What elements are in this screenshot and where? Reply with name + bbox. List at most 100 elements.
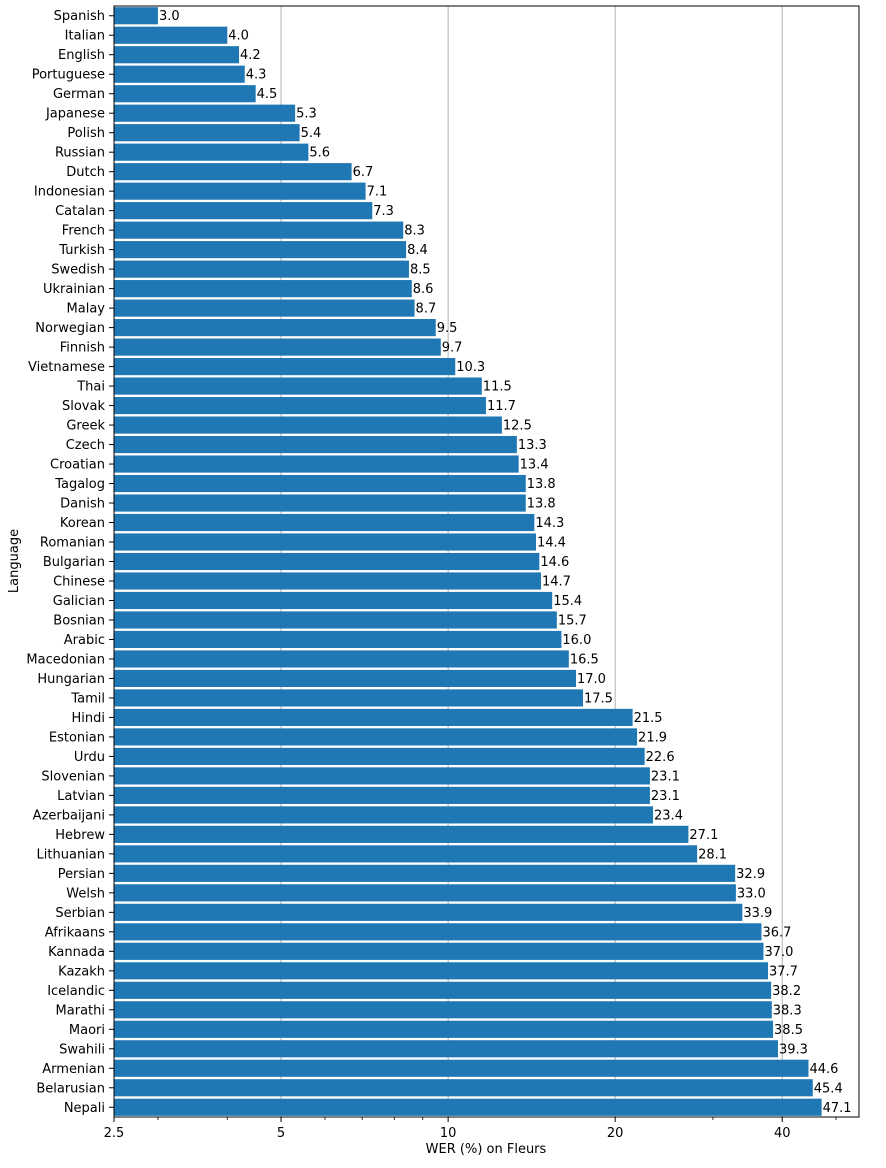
bar-value-label: 8.7 xyxy=(416,302,437,317)
x-tick-label: 2.5 xyxy=(104,1126,125,1141)
y-tick-label: Arabic xyxy=(64,633,105,648)
y-tick-label: Hungarian xyxy=(37,672,105,687)
y-tick-label: Tamil xyxy=(70,691,105,706)
bar-value-label: 21.9 xyxy=(638,730,667,745)
bar-value-label: 8.5 xyxy=(410,263,431,278)
bar xyxy=(114,377,482,395)
bar-value-label: 14.7 xyxy=(542,574,571,589)
y-tick-label: Dutch xyxy=(66,165,105,180)
y-tick-label: Czech xyxy=(66,438,105,453)
bar-value-label: 38.5 xyxy=(774,1023,803,1038)
y-tick-label: Azerbaijani xyxy=(33,808,105,823)
bar-value-label: 8.4 xyxy=(407,243,428,258)
bar-value-label: 32.9 xyxy=(736,867,765,882)
bar xyxy=(114,669,577,688)
y-tick-label: Greek xyxy=(66,419,105,434)
bar xyxy=(114,202,373,220)
y-tick-label: Kannada xyxy=(48,945,105,960)
bar-value-label: 39.3 xyxy=(779,1042,808,1057)
bar xyxy=(114,1001,772,1019)
y-tick-label: Persian xyxy=(58,867,105,882)
bar-value-label: 36.7 xyxy=(762,925,791,940)
bar xyxy=(114,358,456,376)
bar-value-label: 16.0 xyxy=(562,633,591,648)
y-tick-label: Hebrew xyxy=(55,828,105,843)
y-tick-label: Turkish xyxy=(58,243,105,258)
bar-value-label: 5.6 xyxy=(309,146,330,161)
y-axis-label: Language xyxy=(7,529,22,593)
y-tick-label: Malay xyxy=(67,302,106,317)
bar xyxy=(114,85,256,103)
y-tick-label: French xyxy=(62,224,105,239)
y-tick-label: Welsh xyxy=(66,886,105,901)
bar xyxy=(114,786,650,804)
bar-value-label: 4.5 xyxy=(257,87,278,102)
bar xyxy=(114,182,366,200)
y-tick-label: Chinese xyxy=(53,574,105,589)
x-axis-label: WER (%) on Fleurs xyxy=(426,1142,547,1157)
bar xyxy=(114,1059,809,1077)
bar-value-label: 27.1 xyxy=(689,828,718,843)
bar xyxy=(114,611,557,629)
bar-value-label: 47.1 xyxy=(823,1101,852,1116)
bar xyxy=(114,1020,774,1038)
bar-value-label: 37.0 xyxy=(764,945,793,960)
bar-value-label: 28.1 xyxy=(698,847,727,862)
bar xyxy=(114,728,638,746)
bar xyxy=(114,241,407,259)
y-tick-label: Urdu xyxy=(74,750,105,765)
bar xyxy=(114,221,404,239)
bar xyxy=(114,65,245,83)
bar-value-label: 22.6 xyxy=(646,750,675,765)
y-tick-label: Lithuanian xyxy=(37,847,105,862)
bar xyxy=(114,747,645,765)
bar xyxy=(114,552,540,571)
bar xyxy=(114,7,158,25)
y-tick-label: Swahili xyxy=(59,1042,105,1057)
bar xyxy=(114,942,764,960)
y-tick-label: Belarusian xyxy=(36,1081,105,1096)
bar-value-label: 21.5 xyxy=(634,711,663,726)
bar-value-label: 14.3 xyxy=(535,516,564,531)
bar xyxy=(114,884,736,902)
bar-value-label: 37.7 xyxy=(769,964,798,979)
y-tick-label: Italian xyxy=(65,29,105,44)
bar-value-label: 3.0 xyxy=(159,9,180,24)
y-tick-label: Slovenian xyxy=(41,769,105,784)
bar-value-label: 13.3 xyxy=(518,438,547,453)
bar-value-label: 10.3 xyxy=(456,360,485,375)
bar-value-label: 14.4 xyxy=(537,536,566,551)
y-tick-label: Bulgarian xyxy=(43,555,105,570)
bar-value-label: 7.3 xyxy=(373,204,394,219)
y-tick-label: Armenian xyxy=(42,1062,105,1077)
bar xyxy=(114,903,743,921)
bar-value-label: 44.6 xyxy=(809,1062,838,1077)
bar xyxy=(114,26,228,44)
bar xyxy=(114,1079,813,1097)
bar xyxy=(114,981,772,999)
bar-value-label: 5.4 xyxy=(301,126,322,141)
bar-value-label: 14.6 xyxy=(540,555,569,570)
bar-value-label: 13.4 xyxy=(520,458,549,473)
bar-value-label: 23.1 xyxy=(651,769,680,784)
x-tick-label: 5 xyxy=(277,1126,285,1141)
bar xyxy=(114,319,436,337)
bar xyxy=(114,299,415,317)
bar-value-label: 11.5 xyxy=(483,380,512,395)
bar-value-label: 12.5 xyxy=(503,419,532,434)
bar xyxy=(114,124,300,142)
bar-value-label: 9.7 xyxy=(442,341,463,356)
y-tick-label: Romanian xyxy=(40,536,105,551)
y-tick-label: Croatian xyxy=(50,458,105,473)
bar-value-label: 23.4 xyxy=(654,808,683,823)
x-tick-label: 40 xyxy=(774,1126,791,1141)
bar xyxy=(114,806,654,824)
bar xyxy=(114,923,762,941)
y-tick-label: Afrikaans xyxy=(45,925,105,940)
y-tick-label: Estonian xyxy=(49,730,105,745)
bar-value-label: 15.4 xyxy=(553,594,582,609)
bar-value-label: 38.2 xyxy=(772,984,801,999)
y-tick-label: Norwegian xyxy=(35,321,105,336)
